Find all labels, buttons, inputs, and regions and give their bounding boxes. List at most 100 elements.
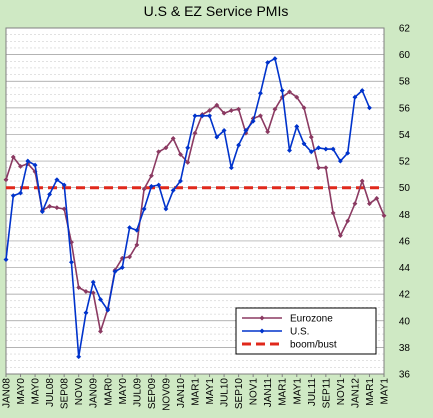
- x-tick-label: JAN08: [2, 378, 13, 408]
- eurozone-point: [316, 165, 322, 171]
- us-point: [214, 134, 220, 140]
- us-point: [279, 87, 285, 94]
- us-point: [47, 191, 53, 197]
- x-tick-label: NOV1: [336, 378, 347, 406]
- eurozone-point: [286, 89, 293, 95]
- us-point: [236, 142, 242, 148]
- eurozone-point: [163, 145, 169, 151]
- legend-label: U.S.: [290, 327, 309, 338]
- eurozone-point: [257, 113, 263, 119]
- eurozone-point: [185, 159, 191, 165]
- eurozone-point: [206, 107, 213, 114]
- us-point: [301, 141, 307, 147]
- eurozone-point: [156, 149, 162, 155]
- eurozone-point: [236, 106, 242, 112]
- eurozone-point: [221, 110, 227, 116]
- eurozone-point: [76, 284, 82, 291]
- x-tick-label: JAN11: [263, 378, 274, 408]
- eurozone-point: [308, 134, 314, 140]
- us-point: [257, 90, 263, 96]
- us-point: [39, 209, 45, 215]
- eurozone-point: [352, 201, 358, 207]
- x-tick-label: SEP11: [321, 378, 332, 409]
- us-point: [61, 182, 67, 188]
- us-point: [3, 257, 9, 263]
- us-point: [54, 177, 60, 183]
- legend: Eurozone U.S. boom/bust: [235, 307, 377, 355]
- legend-item-boom-bust: boom/bust: [242, 340, 337, 351]
- chart-title: U.S & EZ Service PMIs: [144, 3, 289, 19]
- x-tick-label: MAR0: [103, 378, 114, 406]
- eurozone-point: [47, 203, 53, 209]
- us-point: [127, 225, 133, 231]
- us-point: [25, 158, 31, 164]
- us-point: [228, 165, 234, 171]
- eurozone-point: [170, 135, 176, 142]
- us-point: [366, 105, 373, 111]
- y-tick-label: 36: [399, 370, 411, 381]
- legend-label: boom/bust: [290, 340, 337, 351]
- x-tick-label: MAY1: [205, 378, 216, 405]
- us-series: [3, 56, 373, 360]
- y-tick-label: 58: [399, 77, 411, 88]
- y-tick-label: 46: [399, 236, 411, 247]
- us-point: [10, 193, 16, 199]
- us-point: [97, 296, 104, 303]
- eurozone-point: [10, 154, 16, 160]
- x-tick-label: JUL10: [220, 378, 231, 407]
- y-tick-label: 48: [399, 210, 411, 221]
- eurozone-point: [345, 218, 351, 224]
- us-point: [83, 310, 89, 316]
- us-point: [156, 182, 162, 188]
- x-tick-label: JAN12: [350, 378, 361, 408]
- x-tick-label: MAY0: [16, 378, 27, 405]
- us-point: [148, 183, 154, 189]
- x-tick-label: JUL09: [132, 378, 143, 407]
- us-point: [141, 206, 147, 212]
- us-point: [359, 87, 365, 94]
- x-tick-label: MAR1: [191, 378, 202, 406]
- y-tick-label: 40: [399, 316, 411, 327]
- us-point: [286, 147, 293, 153]
- x-axis-ticks: JAN08 MAY0 MAY0 JUL08 SEP08 NOV0 JAN09 MAR0 MAY0…: [2, 374, 391, 411]
- eurozone-point: [134, 242, 140, 248]
- us-point: [105, 307, 111, 313]
- eurozone-point: [177, 151, 184, 157]
- eurozone-point: [330, 210, 336, 216]
- eurozone-point: [54, 205, 60, 211]
- x-tick-label: NOV1: [249, 378, 260, 406]
- us-point: [17, 190, 24, 196]
- us-point: [206, 113, 213, 119]
- us-point: [265, 60, 271, 66]
- us-point: [90, 279, 96, 285]
- us-point: [323, 146, 329, 152]
- eurozone-point: [192, 130, 198, 136]
- us-point: [345, 150, 351, 156]
- eurozone-point: [97, 328, 104, 334]
- legend-marker: [259, 328, 265, 334]
- us-point: [337, 158, 343, 164]
- x-tick-label: SEP08: [60, 378, 71, 410]
- eurozone-point: [228, 107, 234, 114]
- x-tick-label: JUL08: [45, 378, 56, 407]
- x-tick-label: JAN09: [89, 378, 100, 408]
- eurozone-point: [3, 177, 9, 183]
- us-point: [76, 354, 82, 360]
- eurozone-point: [127, 254, 133, 260]
- us-point: [170, 187, 176, 193]
- y-tick-label: 50: [399, 183, 411, 194]
- x-tick-label: MAR1: [278, 378, 289, 406]
- x-tick-label: JAN10: [176, 378, 187, 408]
- us-point: [163, 206, 169, 212]
- us-point: [352, 94, 358, 100]
- us-point: [294, 123, 300, 130]
- eurozone-point: [17, 163, 24, 169]
- y-tick-label: 42: [399, 290, 411, 301]
- y-tick-label: 54: [399, 130, 411, 141]
- eurozone-point: [214, 102, 220, 108]
- us-point: [330, 146, 336, 152]
- y-axis-ticks: 36 38 40 42 44 46 48 50 52 54 56 58 60 62: [399, 24, 411, 381]
- x-tick-label: SEP09: [147, 378, 158, 410]
